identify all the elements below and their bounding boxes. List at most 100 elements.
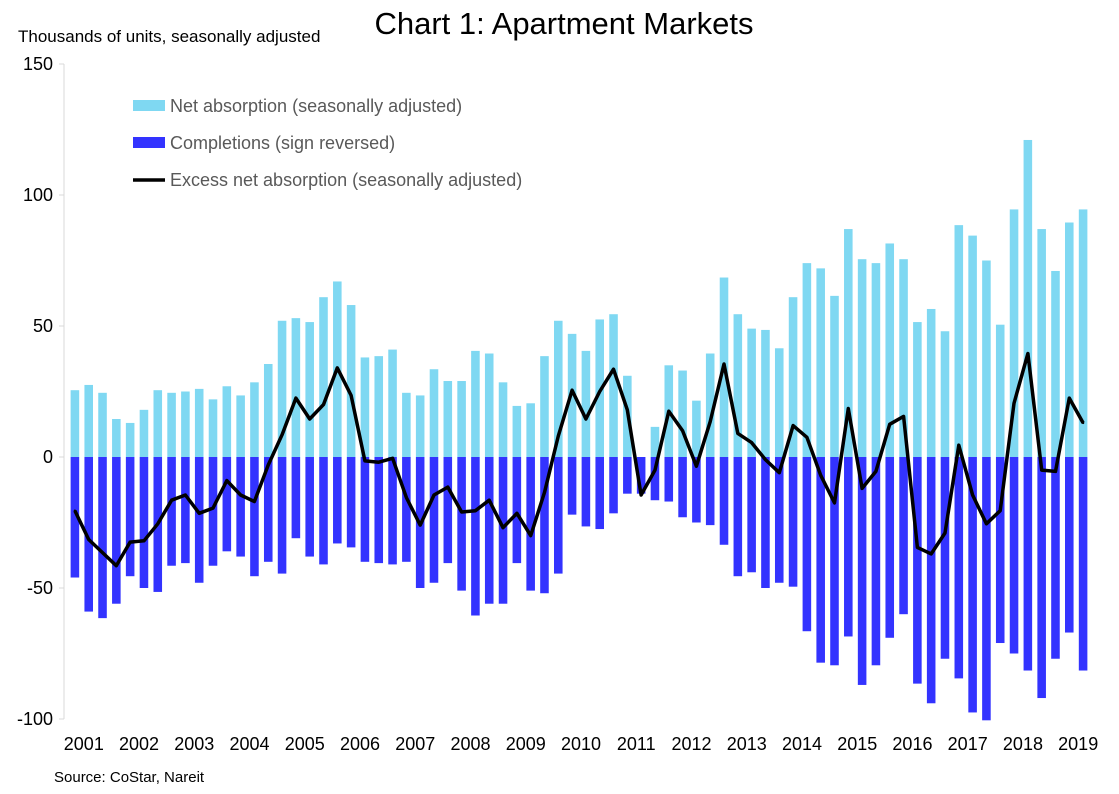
x-tick-label: 2018 <box>1003 734 1043 754</box>
completions-bar <box>816 457 825 663</box>
excess-net-absorption-point <box>791 424 795 427</box>
excess-net-absorption-point <box>653 468 657 472</box>
excess-net-absorption-point <box>322 403 325 406</box>
completions-bar <box>567 457 577 515</box>
net-absorption-bar <box>926 308 936 457</box>
completions-bar <box>747 457 756 573</box>
completions-bar <box>844 457 853 637</box>
completions-bar <box>692 457 701 523</box>
excess-net-absorption-point <box>391 457 394 460</box>
net-absorption-bar <box>733 314 743 457</box>
excess-net-absorption-point <box>101 551 104 554</box>
completions-bar <box>913 457 922 684</box>
net-absorption-bar <box>125 422 135 457</box>
excess-net-absorption-point <box>1040 468 1043 472</box>
completions-bar <box>250 457 259 577</box>
excess-net-absorption-point <box>336 366 339 370</box>
completions-bar <box>402 457 411 562</box>
excess-net-absorption-point <box>598 390 601 393</box>
net-absorption-bar <box>857 259 867 457</box>
completions-bar <box>830 457 839 666</box>
excess-net-absorption-point <box>280 433 284 436</box>
net-absorption-bar <box>236 395 245 457</box>
legend-label-completions: Completions (sign reversed) <box>170 133 395 153</box>
completions-bar <box>305 457 314 557</box>
completions-bar <box>70 457 80 578</box>
y-tick-label: 50 <box>33 316 53 336</box>
completions-bar <box>636 457 646 494</box>
completions-bar <box>802 457 812 632</box>
excess-net-absorption-point <box>612 368 615 371</box>
excess-net-absorption-point <box>874 470 878 473</box>
excess-net-absorption-point <box>985 522 988 526</box>
net-absorption-bar <box>512 405 522 457</box>
net-absorption-bar <box>774 348 784 457</box>
excess-net-absorption-point <box>488 499 491 502</box>
x-axis-ticks: 2001 2002 2003 2004 2005 2006 2007 2008 2009 2010… <box>64 734 1098 754</box>
excess-net-absorption-point <box>405 496 408 499</box>
excess-net-absorption-point <box>253 500 256 503</box>
net-absorption-bar <box>429 369 439 457</box>
net-absorption-bar <box>498 382 508 457</box>
completions-bar <box>98 457 107 619</box>
completions-bar <box>471 457 480 616</box>
excess-net-absorption-point <box>957 444 960 447</box>
completions-bar <box>678 457 687 518</box>
legend-label-net-absorption: Net absorption (seasonally adjusted) <box>170 96 462 116</box>
completions-bar <box>968 457 977 713</box>
excess-net-absorption-point <box>847 407 850 410</box>
completions-bar <box>263 457 273 562</box>
excess-net-absorption-point <box>681 429 684 432</box>
completions-bar <box>512 457 522 564</box>
excess-net-absorption-point <box>128 540 132 544</box>
x-tick-label: 2009 <box>506 734 546 754</box>
completions-bar <box>222 457 232 552</box>
x-tick-label: 2014 <box>782 734 822 754</box>
excess-net-absorption-point <box>695 464 698 468</box>
excess-net-absorption-point <box>764 458 767 461</box>
excess-net-absorption-point <box>805 436 809 439</box>
net-absorption-bar <box>471 350 480 457</box>
completions-bar <box>277 457 287 574</box>
excess-net-absorption-point <box>115 564 118 567</box>
excess-net-absorption-point <box>1068 396 1071 400</box>
x-tick-label: 2015 <box>837 734 877 754</box>
excess-net-absorption-point <box>736 432 740 435</box>
excess-net-absorption-point <box>349 394 353 397</box>
completions-bar <box>774 457 784 583</box>
excess-net-absorption-point <box>460 510 463 514</box>
excess-net-absorption-point <box>529 534 532 537</box>
completions-bar <box>540 457 549 594</box>
x-tick-label: 2010 <box>561 734 601 754</box>
completions-bar <box>236 457 245 557</box>
completions-bar <box>554 457 563 574</box>
completions-bar <box>719 457 729 545</box>
excess-net-absorption-point <box>929 552 933 556</box>
net-absorption-bar <box>70 390 80 457</box>
excess-net-absorption-point <box>570 388 574 392</box>
net-absorption-bar <box>526 403 535 457</box>
completions-bar <box>208 457 218 566</box>
completions-bar <box>139 457 149 588</box>
completions-bar <box>484 457 494 604</box>
excess-net-absorption-point <box>778 471 781 474</box>
completions-bar <box>623 457 632 494</box>
net-absorption-bar <box>940 331 950 457</box>
net-absorption-bar <box>802 263 812 457</box>
completions-bar <box>733 457 743 577</box>
excess-net-absorption-point <box>377 461 380 464</box>
net-absorption-bar <box>208 399 218 457</box>
net-absorption-bar <box>1009 209 1019 457</box>
net-absorption-bar <box>167 392 176 457</box>
x-tick-label: 2007 <box>395 734 435 754</box>
net-absorption-bar <box>899 259 908 457</box>
net-absorption-bar <box>112 419 121 457</box>
excess-net-absorption-point <box>709 420 712 423</box>
legend-swatch-completions <box>133 137 165 148</box>
completions-bar <box>871 457 881 666</box>
excess-net-absorption-point <box>557 434 560 438</box>
net-absorption-bar <box>153 390 163 457</box>
completions-bar <box>940 457 950 659</box>
y-tick-label: -100 <box>17 709 53 729</box>
excess-net-absorption-point <box>211 506 215 510</box>
